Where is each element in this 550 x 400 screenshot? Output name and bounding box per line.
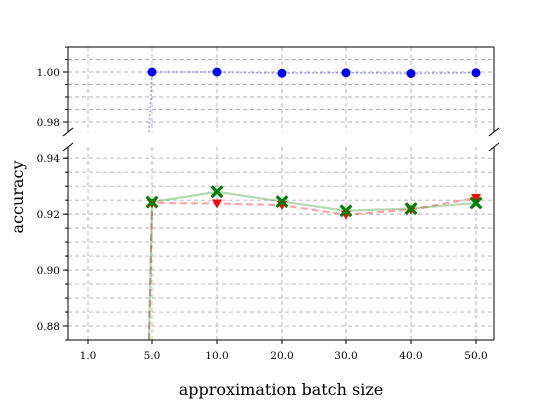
data-point bbox=[145, 195, 159, 209]
x-tick-label: 10.0 bbox=[205, 350, 228, 362]
axis-break-mark bbox=[488, 127, 500, 137]
grid bbox=[68, 46, 494, 341]
axes bbox=[62, 46, 500, 344]
data-point bbox=[212, 67, 222, 77]
axis-break-mark bbox=[62, 127, 74, 137]
y-tick-label: 0.92 bbox=[37, 209, 60, 221]
data-point bbox=[471, 68, 481, 78]
y-axis-title: accuracy bbox=[8, 161, 27, 234]
x-tick-label: 40.0 bbox=[399, 350, 422, 362]
x-tick-label: 1.0 bbox=[80, 350, 97, 362]
data-point bbox=[404, 202, 418, 215]
tick-labels: 0.98 1.00 0.88 0.90 0.92 0.94 1.0 5.0 10.0 20.0 30… bbox=[37, 67, 488, 362]
data-point bbox=[275, 195, 289, 209]
series-line-1 bbox=[147, 196, 477, 341]
x-tick-label: 20.0 bbox=[270, 350, 293, 362]
data-point bbox=[471, 193, 481, 203]
x-tick-label: 30.0 bbox=[334, 350, 357, 362]
axis-break-mark bbox=[62, 142, 74, 152]
data-point bbox=[406, 69, 416, 78]
series-line-0 bbox=[148, 71, 477, 133]
y-tick-label: 0.98 bbox=[37, 117, 60, 129]
data-point bbox=[210, 185, 224, 199]
series-markers bbox=[145, 67, 483, 220]
data-point bbox=[277, 68, 287, 78]
y-tick-label: 0.90 bbox=[37, 265, 60, 277]
data-point bbox=[212, 199, 222, 209]
data-point bbox=[341, 68, 351, 78]
series-lines bbox=[147, 71, 477, 341]
y-tick-label: 1.00 bbox=[37, 67, 60, 79]
data-point bbox=[469, 196, 483, 210]
x-tick-label: 5.0 bbox=[144, 350, 161, 362]
data-point bbox=[147, 67, 157, 77]
data-point bbox=[339, 204, 353, 218]
x-tick-label: 50.0 bbox=[464, 350, 487, 362]
axis-break-mark bbox=[488, 142, 500, 152]
y-tick-label: 0.88 bbox=[37, 321, 60, 333]
x-axis-title: approximation batch size bbox=[179, 380, 384, 399]
y-tick-label: 0.94 bbox=[37, 153, 61, 165]
